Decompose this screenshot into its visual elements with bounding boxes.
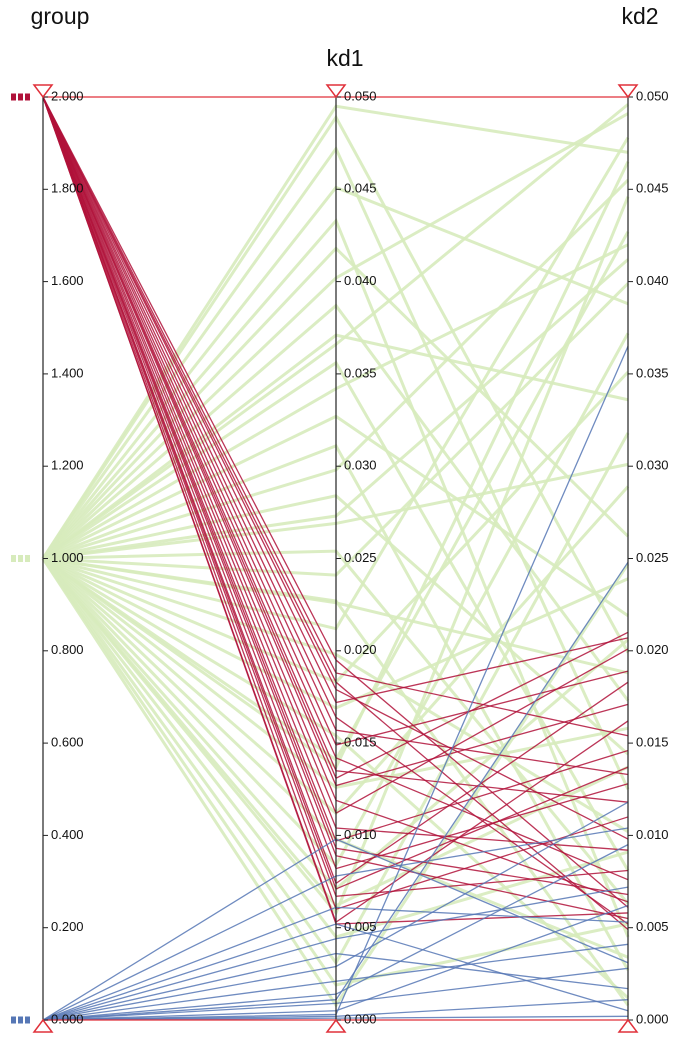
range-handle bbox=[32, 1018, 54, 1033]
tick-label: 0.020 bbox=[344, 642, 377, 657]
group-swatch bbox=[18, 555, 23, 562]
tick-label: 0.030 bbox=[344, 458, 377, 473]
tick-label: 0.025 bbox=[636, 550, 669, 565]
group-swatch bbox=[25, 555, 30, 562]
tick-label: 0.000 bbox=[636, 1011, 669, 1026]
tick-label: 0.045 bbox=[344, 181, 377, 196]
range-handle bbox=[325, 84, 347, 99]
range-handle bbox=[617, 84, 639, 99]
axis-title: kd2 bbox=[621, 3, 658, 29]
tick-label: 0.040 bbox=[636, 273, 669, 288]
tick-label: 0.400 bbox=[51, 827, 84, 842]
group-swatch bbox=[18, 1016, 23, 1024]
group-swatch bbox=[11, 555, 16, 562]
group-swatch bbox=[11, 1016, 16, 1024]
tick-label: 1.000 bbox=[51, 550, 84, 565]
axis-title: kd1 bbox=[326, 45, 363, 71]
tick-label: 0.800 bbox=[51, 642, 84, 657]
tick-label: 1.400 bbox=[51, 365, 84, 380]
tick-label: 0.035 bbox=[636, 365, 669, 380]
tick-label: 0.005 bbox=[344, 919, 377, 934]
tick-label: 0.600 bbox=[51, 735, 84, 750]
tick-label: 0.015 bbox=[344, 735, 377, 750]
tick-label: 1.800 bbox=[51, 181, 84, 196]
tick-label: 0.015 bbox=[636, 735, 669, 750]
axis-title: group bbox=[31, 3, 90, 29]
tick-label: 1.600 bbox=[51, 273, 84, 288]
tick-label: 2.000 bbox=[51, 88, 84, 103]
tick-label: 1.200 bbox=[51, 458, 84, 473]
axes: 0.000 0.200 0.400 0.600 0.800 1.000 1.200 1.400… bbox=[11, 3, 669, 1033]
group-swatch bbox=[25, 93, 30, 101]
range-handle bbox=[325, 1018, 347, 1033]
group-swatch bbox=[25, 1016, 30, 1024]
group-swatch bbox=[11, 93, 16, 101]
tick-label: 0.050 bbox=[344, 88, 377, 103]
tick-label: 0.000 bbox=[51, 1011, 84, 1026]
tick-label: 0.200 bbox=[51, 919, 84, 934]
range-handle bbox=[617, 1018, 639, 1033]
tick-label: 0.010 bbox=[344, 827, 377, 842]
tick-label: 0.020 bbox=[636, 642, 669, 657]
tick-label: 0.010 bbox=[636, 827, 669, 842]
range-handle bbox=[32, 84, 54, 99]
tick-label: 0.035 bbox=[344, 365, 377, 380]
tick-label: 0.005 bbox=[636, 919, 669, 934]
tick-label: 0.030 bbox=[636, 458, 669, 473]
tick-label: 0.040 bbox=[344, 273, 377, 288]
tick-label: 0.000 bbox=[344, 1011, 377, 1026]
tick-label: 0.050 bbox=[636, 88, 669, 103]
tick-label: 0.045 bbox=[636, 181, 669, 196]
tick-label: 0.025 bbox=[344, 550, 377, 565]
group-swatch bbox=[18, 93, 23, 101]
